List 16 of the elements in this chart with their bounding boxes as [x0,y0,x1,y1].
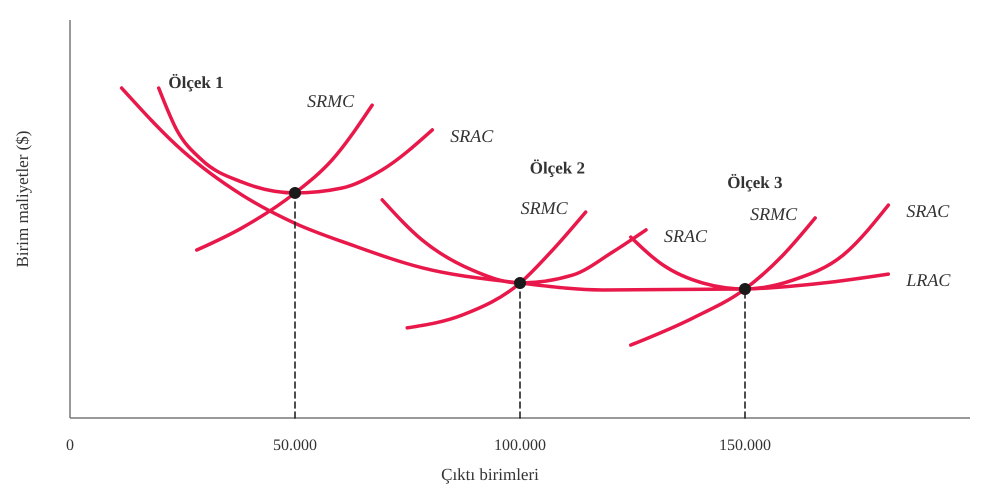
annotation: Ölçek 2 [530,158,585,178]
annotation: Ölçek 1 [168,72,224,92]
series-label: SRAC [664,226,708,246]
x-tick-label: 150.000 [719,437,771,454]
series-label: SRMC [520,198,569,218]
series-label: SRAC [906,201,950,222]
x-tick-label: 50.000 [273,437,317,454]
x-axis-title: Çıktı birimleri [441,465,540,484]
y-axis-title: Birim maliyetler ($) [13,130,32,268]
series-label: LRAC [905,270,952,290]
series-label: SRMC [750,204,798,224]
series-label: SRAC [450,126,494,146]
x-tick-label: 100.000 [494,437,546,454]
series-label: SRMC [307,91,356,112]
x-tick-label: 0 [66,437,74,454]
annotation: Ölçek 3 [727,172,783,192]
